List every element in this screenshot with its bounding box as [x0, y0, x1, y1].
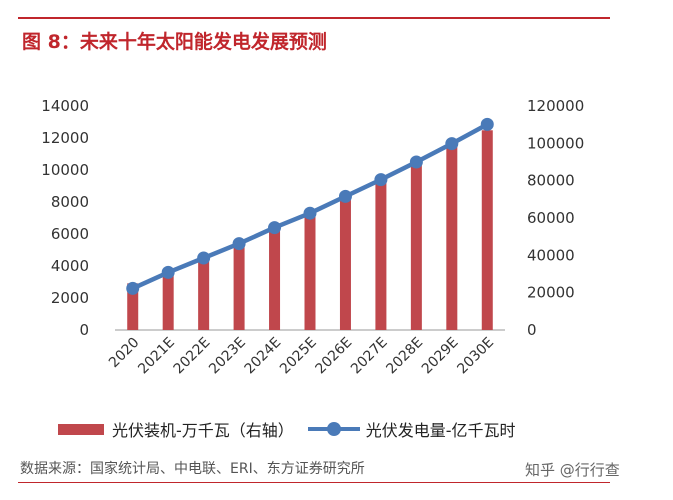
top-rule	[18, 17, 610, 19]
bar	[233, 243, 245, 330]
watermark: 知乎 @行行查	[525, 461, 620, 479]
legend-bar-swatch	[58, 423, 104, 435]
x-tick-label: 2025E	[277, 335, 320, 378]
line-point	[480, 117, 494, 131]
y-left-tick-label: 4000	[51, 257, 89, 275]
line-point	[303, 206, 317, 220]
x-tick-label: 2029E	[419, 335, 462, 378]
y-right-tick-label: 40000	[527, 246, 575, 264]
x-tick-label: 2023E	[206, 335, 249, 378]
line-point	[161, 265, 175, 279]
y-left-tick-label: 14000	[41, 97, 89, 115]
bar	[339, 196, 351, 330]
bar	[304, 213, 316, 330]
bar	[162, 272, 174, 330]
bar	[375, 179, 387, 330]
legend-label-bar: 光伏装机-万千瓦（右轴）	[112, 421, 294, 440]
line-point	[268, 221, 282, 235]
line-point	[374, 173, 388, 187]
y-left-tick-label: 2000	[51, 289, 89, 307]
y-right-tick-label: 100000	[527, 134, 584, 152]
bars-layer	[127, 130, 493, 330]
x-tick-label: 2027E	[348, 335, 391, 378]
y-right-tick-label: 80000	[527, 172, 575, 190]
bar	[198, 258, 210, 330]
line-point	[126, 281, 140, 295]
bar	[446, 146, 458, 330]
bar	[127, 283, 139, 330]
x-tick-label: 2028E	[383, 335, 426, 378]
x-tick-label: 2030E	[454, 335, 497, 378]
y-right-tick-label: 120000	[527, 97, 584, 115]
legend-line-swatch	[307, 422, 360, 436]
y-left-tick-label: 0	[79, 321, 89, 339]
x-tick-label: 2021E	[135, 335, 178, 378]
line-point	[197, 251, 211, 265]
y-right-tick-label: 20000	[527, 284, 575, 302]
source-note: 数据来源：国家统计局、中电联、ERI、东方证券研究所	[20, 461, 365, 477]
y-right-tick-label: 60000	[527, 209, 575, 227]
y-left-tick-label: 10000	[41, 161, 89, 179]
y-left-tick-label: 12000	[41, 129, 89, 147]
legend-label-line: 光伏发电量-亿千瓦时	[365, 421, 516, 440]
line-point	[409, 155, 423, 169]
line-layer	[126, 117, 494, 295]
bar	[269, 228, 281, 330]
figure-title: 图 8：未来十年太阳能发电发展预测	[22, 31, 327, 53]
line-point	[445, 137, 459, 151]
bar	[410, 162, 422, 330]
line-point	[338, 189, 352, 203]
legend: 光伏装机-万千瓦（右轴） 光伏发电量-亿千瓦时	[58, 417, 530, 441]
x-tick-label: 2026E	[313, 335, 356, 378]
line-point	[232, 237, 246, 251]
legend-item-bar: 光伏装机-万千瓦（右轴）	[58, 417, 294, 441]
y-left-tick-label: 6000	[51, 225, 89, 243]
bottom-rule	[18, 482, 610, 483]
x-tick-label: 2024E	[242, 335, 285, 378]
y-right-tick-label: 0	[527, 321, 537, 339]
bar	[481, 130, 493, 330]
y-left-tick-label: 8000	[51, 193, 89, 211]
legend-item-line: 光伏发电量-亿千瓦时	[307, 417, 516, 441]
x-tick-label: 2022E	[171, 335, 214, 378]
